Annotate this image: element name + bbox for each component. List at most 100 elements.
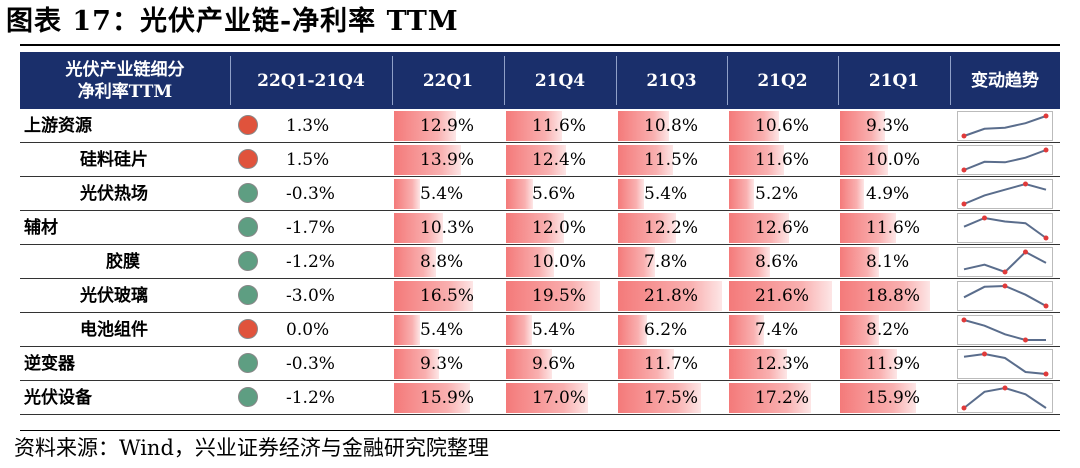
table-row: 逆变器 -0.3% 9.3% 9.6% 11.7% 12.3% 11.9% bbox=[20, 347, 1060, 381]
value-cell: 13.9% bbox=[394, 145, 502, 175]
value-label: 5.4% bbox=[420, 184, 464, 204]
segment-name: 光伏玻璃 bbox=[80, 286, 148, 306]
qoq-change: -3.0% bbox=[286, 286, 335, 306]
sparkline-min-point bbox=[1043, 235, 1049, 241]
value-label: 8.6% bbox=[755, 252, 799, 272]
value-label: 8.8% bbox=[420, 252, 464, 272]
column-header: 21Q4 bbox=[534, 70, 586, 91]
value-label: 15.9% bbox=[420, 388, 475, 408]
value-cell: 11.6% bbox=[729, 145, 836, 175]
value-cell: 12.0% bbox=[506, 213, 614, 243]
value-cell: 11.5% bbox=[618, 145, 725, 175]
value-cell: 8.2% bbox=[840, 315, 948, 345]
table-row: 上游资源 1.3% 12.9% 11.6% 10.8% 10.6% 9.3% bbox=[20, 109, 1060, 143]
value-bar bbox=[394, 111, 456, 141]
value-cell: 15.9% bbox=[394, 383, 502, 413]
value-cell: 15.9% bbox=[840, 383, 948, 413]
value-bar bbox=[729, 179, 754, 209]
value-label: 5.2% bbox=[755, 184, 799, 204]
value-bar bbox=[394, 247, 436, 277]
value-label: 5.4% bbox=[420, 320, 464, 340]
value-cell: 10.8% bbox=[618, 111, 725, 141]
sparkline-min-point bbox=[961, 167, 967, 173]
value-label: 17.2% bbox=[755, 388, 810, 408]
value-label: 13.9% bbox=[420, 150, 475, 170]
value-bar bbox=[729, 145, 784, 175]
table-row: 光伏热场 -0.3% 5.4% 5.6% 5.4% 5.2% 4.9% bbox=[20, 177, 1060, 211]
value-label: 9.3% bbox=[420, 354, 464, 374]
sparkline-max-point bbox=[1043, 147, 1049, 153]
value-bar bbox=[618, 315, 647, 345]
value-label: 10.0% bbox=[866, 150, 921, 170]
qoq-change: -1.2% bbox=[286, 252, 335, 272]
sparkline-line bbox=[963, 216, 1047, 239]
sparkline-max-point bbox=[961, 317, 967, 323]
value-bar bbox=[840, 111, 885, 141]
sparkline-line bbox=[963, 182, 1047, 205]
value-bar bbox=[618, 247, 655, 277]
sparkline-min-point bbox=[961, 405, 967, 411]
value-cell: 8.6% bbox=[729, 247, 836, 277]
value-cell: 19.5% bbox=[506, 281, 614, 311]
value-cell: 5.6% bbox=[506, 179, 614, 209]
value-bar bbox=[840, 281, 930, 311]
sparkline-svg bbox=[961, 317, 1046, 343]
value-cell: 12.9% bbox=[394, 111, 502, 141]
value-bar bbox=[618, 111, 669, 141]
column-header: 21Q2 bbox=[757, 70, 808, 91]
trend-sparkline bbox=[957, 179, 1053, 209]
trend-down-dot bbox=[238, 387, 258, 407]
sparkline-line bbox=[963, 352, 1047, 375]
trend-sparkline bbox=[957, 349, 1053, 379]
value-label: 11.9% bbox=[866, 354, 921, 374]
value-label: 21.8% bbox=[644, 286, 699, 306]
sparkline-max-point bbox=[1023, 249, 1028, 255]
header-divider bbox=[727, 56, 728, 105]
value-bar bbox=[840, 179, 864, 209]
value-cell: 17.0% bbox=[506, 383, 614, 413]
sparkline-svg bbox=[961, 181, 1047, 207]
value-bar bbox=[394, 383, 470, 413]
value-label: 11.6% bbox=[755, 150, 810, 170]
value-bar bbox=[506, 247, 554, 277]
segment-name: 光伏热场 bbox=[80, 184, 148, 204]
value-label: 6.2% bbox=[644, 320, 688, 340]
table-bottom-rule bbox=[20, 430, 1060, 431]
value-bar bbox=[618, 145, 673, 175]
value-bar bbox=[729, 111, 779, 141]
trend-down-dot bbox=[238, 353, 258, 373]
row-divider bbox=[20, 244, 1060, 245]
row-divider bbox=[20, 210, 1060, 211]
trend-down-dot bbox=[238, 285, 258, 305]
value-label: 12.2% bbox=[644, 218, 699, 238]
value-cell: 12.3% bbox=[729, 349, 836, 379]
value-cell: 5.2% bbox=[729, 179, 836, 209]
value-cell: 5.4% bbox=[506, 315, 614, 345]
segment-name: 硅料硅片 bbox=[80, 150, 148, 170]
value-bar bbox=[618, 349, 674, 379]
value-label: 19.5% bbox=[532, 286, 587, 306]
table-row: 硅料硅片 1.5% 13.9% 12.4% 11.5% 11.6% 10.0% bbox=[20, 143, 1060, 177]
header-divider bbox=[838, 56, 839, 105]
trend-sparkline bbox=[957, 383, 1053, 413]
header-divider bbox=[392, 56, 393, 105]
segment-name: 逆变器 bbox=[24, 354, 75, 374]
header-divider bbox=[504, 56, 505, 105]
sparkline-line bbox=[963, 115, 1047, 137]
column-header: 22Q1-21Q4 bbox=[257, 70, 365, 91]
value-label: 11.5% bbox=[644, 150, 699, 170]
sparkline-line bbox=[963, 319, 1046, 341]
value-cell: 5.4% bbox=[394, 179, 502, 209]
value-cell: 10.3% bbox=[394, 213, 502, 243]
trend-sparkline bbox=[957, 145, 1053, 175]
trend-down-dot bbox=[238, 183, 258, 203]
net-margin-table: 光伏产业链细分 净利率TTM 22Q1-21Q4 22Q1 21Q4 21Q3 21Q2 2… bbox=[20, 52, 1060, 424]
value-bar bbox=[729, 281, 832, 311]
value-label: 12.9% bbox=[420, 116, 475, 136]
value-label: 12.0% bbox=[532, 218, 587, 238]
trend-down-dot bbox=[238, 217, 258, 237]
value-label: 9.3% bbox=[866, 116, 910, 136]
value-cell: 11.7% bbox=[618, 349, 725, 379]
value-label: 11.6% bbox=[866, 218, 921, 238]
qoq-change: -0.3% bbox=[286, 184, 335, 204]
